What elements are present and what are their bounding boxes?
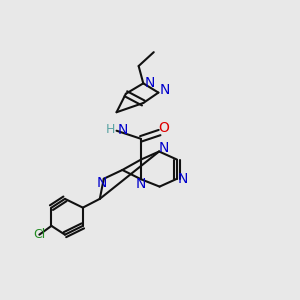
Text: N: N	[117, 123, 128, 136]
Text: N: N	[160, 83, 170, 97]
Text: N: N	[178, 172, 188, 186]
Text: N: N	[136, 177, 146, 191]
Text: H: H	[105, 123, 115, 136]
Text: O: O	[158, 122, 169, 135]
Text: N: N	[159, 141, 169, 155]
Text: N: N	[145, 76, 155, 90]
Text: N: N	[96, 176, 106, 190]
Text: Cl: Cl	[33, 228, 46, 241]
